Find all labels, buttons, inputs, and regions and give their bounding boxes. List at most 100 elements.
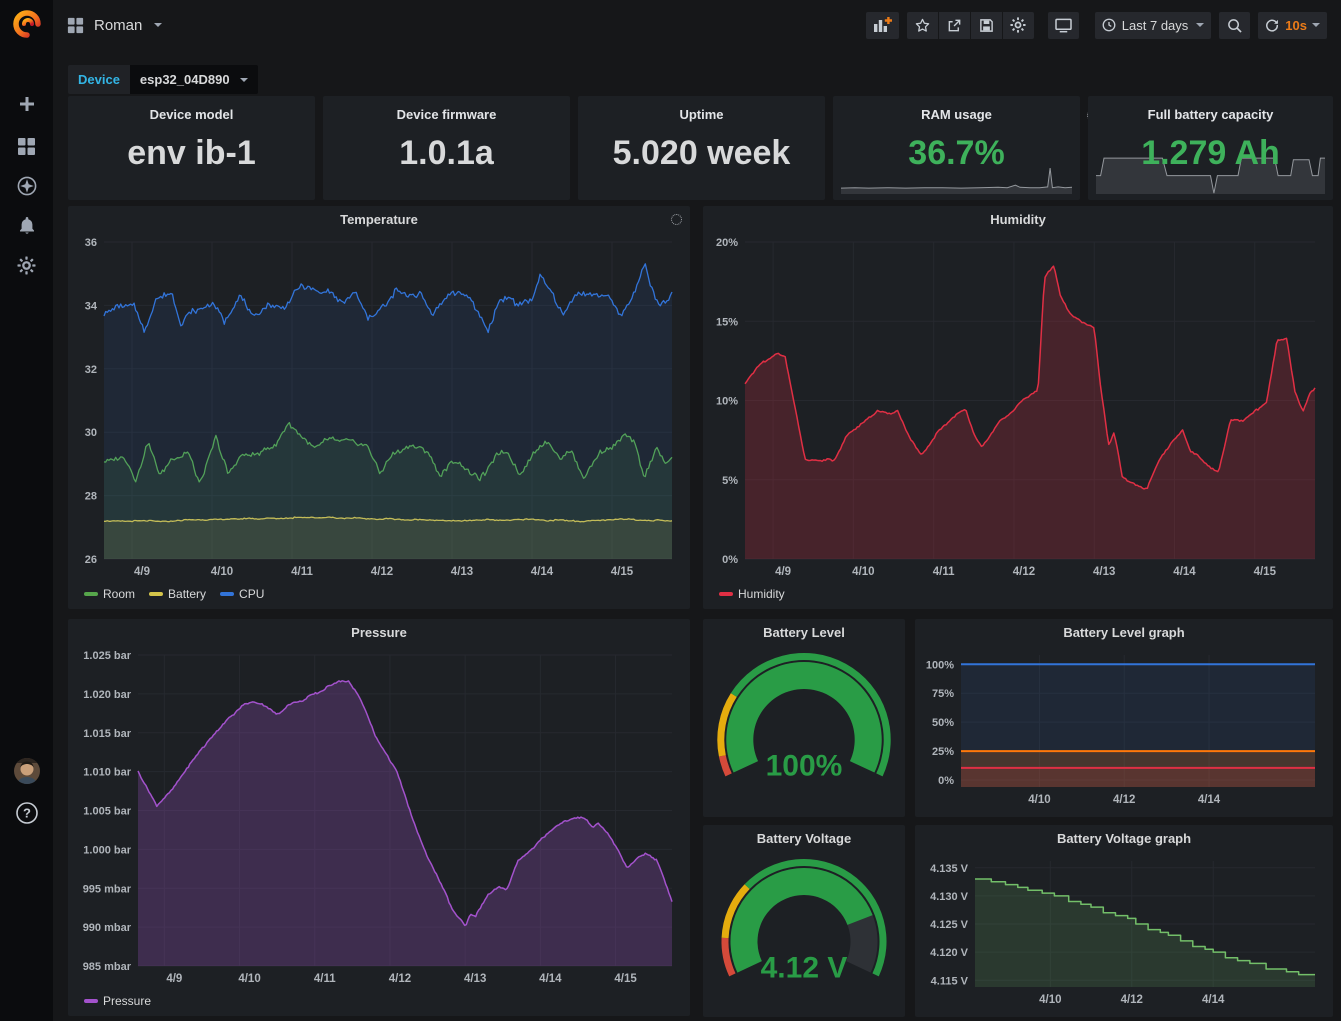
panel-pressure: Pressure 4/9 4/10 4/11 4/12 4/13 4/14 4/15 985 … [68,619,690,1016]
stat-panel-device-model: Device model env ib-1 [68,96,315,200]
legend-item[interactable]: Pressure [84,994,151,1008]
svg-text:4.115 V: 4.115 V [931,975,969,987]
panel-battery-level-graph: Battery Level graph 4/10 4/12 4/14 0% 25% 50%… [915,619,1333,817]
svg-text:4.130 V: 4.130 V [930,891,969,903]
navbar: Roman [53,0,1341,50]
svg-text:4/14: 4/14 [1173,566,1196,578]
refresh-interval-label: 10s [1285,17,1307,33]
svg-text:4/12: 4/12 [371,566,393,578]
svg-text:4/13: 4/13 [451,566,473,578]
device-variable-dropdown[interactable]: esp32_04D890 [129,65,258,94]
svg-text:1.010 bar: 1.010 bar [83,767,131,779]
legend-item[interactable]: Battery [149,587,206,601]
svg-text:1.005 bar: 1.005 bar [83,806,131,818]
svg-text:4/15: 4/15 [614,973,637,985]
pressure-chart[interactable]: 4/9 4/10 4/11 4/12 4/13 4/14 4/15 985 mbar 990 m… [74,647,682,988]
sidebar: ? [0,0,53,1021]
svg-text:4/10: 4/10 [1028,794,1050,806]
svg-text:4/14: 4/14 [539,973,562,985]
refresh-picker[interactable]: 10s [1258,11,1327,39]
legend-series-label: CPU [239,587,265,601]
device-variable-value: esp32_04D890 [139,72,230,87]
battery-voltage-chart[interactable]: 4/10 4/12 4/14 4.115 V 4.120 V 4.125 V 4.130 V… [921,853,1325,1009]
svg-text:50%: 50% [932,717,954,729]
refresh-icon [1266,19,1279,32]
panel-title[interactable]: Battery Level [763,625,845,640]
dashboards-icon[interactable] [0,128,53,164]
legend-series-color [84,999,98,1003]
svg-text:4/12: 4/12 [1121,994,1143,1006]
dashboard-picker[interactable]: Roman [67,17,163,34]
battery-level-chart[interactable]: 4/10 4/12 4/14 0% 25% 50% 75% 100% [921,647,1325,809]
configuration-gear-icon[interactable] [0,247,53,283]
chevron-down-icon [154,23,163,27]
panel-title[interactable]: Temperature [340,212,418,227]
svg-text:4/13: 4/13 [464,973,486,985]
alerting-bell-icon[interactable] [0,207,53,243]
template-variable-device: Device esp32_04D890 [68,65,258,94]
stat-panel-ram-usage: RAM usage 36.7% [833,96,1098,200]
share-button[interactable] [938,11,970,39]
svg-text:28: 28 [85,491,97,503]
battery-level-gauge: 100% [709,645,899,813]
svg-text:100%: 100% [926,659,954,671]
time-range-picker[interactable]: Last 7 days [1094,11,1212,39]
svg-text:25%: 25% [932,746,954,758]
panel-title[interactable]: Humidity [990,212,1046,227]
svg-text:4.125 V: 4.125 V [930,919,969,931]
svg-text:5%: 5% [722,475,738,487]
svg-text:4/14: 4/14 [1202,994,1225,1006]
temperature-legend: Room Battery CPU [84,585,264,603]
stat-title: Uptime [679,107,724,122]
star-button[interactable] [906,11,938,39]
legend-series-label: Humidity [738,587,785,601]
legend-series-label: Room [103,587,136,601]
svg-text:4/10: 4/10 [211,566,233,578]
svg-text:32: 32 [85,364,97,376]
help-icon[interactable]: ? [0,795,53,831]
svg-text:4.135 V: 4.135 V [930,863,969,875]
svg-text:4/11: 4/11 [291,566,313,578]
legend-series-color [719,592,733,596]
svg-text:4/12: 4/12 [1013,566,1035,578]
panel-title[interactable]: Battery Level graph [1063,625,1185,640]
svg-text:30: 30 [85,427,97,439]
legend-item[interactable]: CPU [220,587,264,601]
panel-temperature: Temperature 4/9 4/10 4/11 4/12 4/13 4/14 4/15 2… [68,206,690,609]
legend-series-color [220,592,235,596]
save-button[interactable] [970,11,1002,39]
svg-text:4/11: 4/11 [314,973,336,985]
add-icon[interactable] [0,86,53,122]
battery-voltage-gauge: 4.12 V [709,851,899,1013]
tv-mode-button[interactable] [1047,11,1079,39]
explore-compass-icon[interactable] [0,168,53,204]
panel-title[interactable]: Pressure [351,625,407,640]
add-panel-button[interactable] [865,11,899,39]
stat-value: 1.279 Ah [1141,134,1280,172]
dashboard-settings-button[interactable] [1002,11,1034,39]
legend-item[interactable]: Room [84,587,135,601]
panel-title[interactable]: Battery Voltage [756,831,852,846]
stat-panel-device-firmware: Device firmware 1.0.1a [323,96,570,200]
temperature-chart[interactable]: 4/9 4/10 4/11 4/12 4/13 4/14 4/15 26 28 30 32 34 36 [74,234,682,581]
humidity-chart[interactable]: 4/9 4/10 4/11 4/12 4/13 4/14 4/15 0% 5% 10% 15% 20% [709,234,1325,581]
panel-battery-voltage-gauge: Battery Voltage 4.12 V [703,825,905,1017]
legend-series-label: Pressure [103,994,152,1008]
chevron-down-icon [239,77,248,82]
svg-text:4/9: 4/9 [134,566,150,578]
panel-loading-spinner [671,214,682,225]
user-avatar[interactable] [0,753,53,789]
svg-text:4/12: 4/12 [389,973,411,985]
svg-text:4/15: 4/15 [611,566,634,578]
zoom-out-button[interactable] [1219,11,1251,39]
svg-text:36: 36 [85,237,97,249]
panel-title[interactable]: Battery Voltage graph [1056,831,1192,846]
svg-text:34: 34 [85,300,98,312]
stat-sparkline [840,150,1073,194]
svg-text:4/11: 4/11 [933,566,955,578]
legend-item[interactable]: Humidity [719,587,785,601]
grafana-logo[interactable] [0,6,53,42]
chevron-down-icon [1312,23,1320,27]
svg-text:4/10: 4/10 [238,973,260,985]
